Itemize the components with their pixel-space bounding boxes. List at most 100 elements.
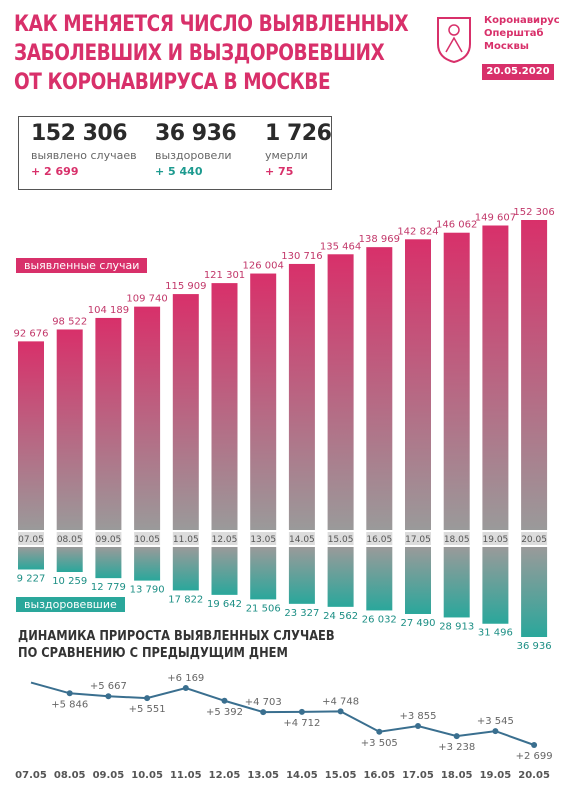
date-strip xyxy=(443,532,470,545)
recovered-bar-label: 17 822 xyxy=(168,594,203,605)
line-chart-title: ДИНАМИКА ПРИРОСТА ВЫЯВЛЕННЫХ СЛУЧАЕВ ПО … xyxy=(18,628,335,662)
stat-label: выявлено случаев xyxy=(31,149,137,162)
line-x-tick: 09.05 xyxy=(93,770,125,781)
case-bar xyxy=(288,263,315,530)
growth-label: +5 846 xyxy=(51,699,88,710)
case-bar xyxy=(443,232,470,530)
growth-label: +5 551 xyxy=(129,704,166,715)
case-bar-label: 146 062 xyxy=(436,220,477,231)
logo-line-1: Коронавирус xyxy=(484,15,560,26)
recovered-bar-label: 9 227 xyxy=(17,573,46,584)
stat-recovered: 36 936 выздоровели + 5 440 xyxy=(155,121,237,178)
line-x-tick: 15.05 xyxy=(325,770,357,781)
recovered-bar xyxy=(288,547,315,604)
stat-label: умерли xyxy=(265,149,308,162)
recovered-legend: выздоровевшие xyxy=(16,597,125,612)
stat-deaths: 1 726 умерли + 75 xyxy=(265,121,332,178)
recovered-bar xyxy=(405,547,431,614)
growth-point xyxy=(492,728,499,735)
case-bar xyxy=(56,329,83,530)
logo-line-3: Москвы xyxy=(484,41,529,52)
case-bar xyxy=(366,247,393,530)
growth-label: +5 392 xyxy=(206,707,243,718)
recovered-bar-label: 19 642 xyxy=(207,599,242,610)
growth-label: +4 703 xyxy=(245,697,282,708)
date-strip xyxy=(482,532,509,545)
case-bar xyxy=(327,254,354,531)
date-strip xyxy=(134,532,161,545)
recovered-bar-label: 24 562 xyxy=(323,611,358,622)
growth-point xyxy=(531,742,538,748)
line-x-tick: 16.05 xyxy=(363,770,395,781)
stat-detected: 152 306 выявлено случаев + 2 699 xyxy=(31,121,137,178)
line-x-tick: 19.05 xyxy=(480,770,512,781)
line-x-tick: 18.05 xyxy=(441,770,473,781)
recovered-bar xyxy=(482,547,509,624)
line-x-tick: 13.05 xyxy=(247,770,279,781)
stat-label: выздоровели xyxy=(155,149,232,162)
date-tick-label: 18.05 xyxy=(444,535,470,545)
case-bar-label: 142 824 xyxy=(397,226,438,237)
recovered-bar-label: 31 496 xyxy=(478,628,513,639)
growth-label: +3 545 xyxy=(477,716,514,727)
case-bar-label: 135 464 xyxy=(320,241,361,252)
case-bar-label: 92 676 xyxy=(14,328,49,339)
stat-value: 36 936 xyxy=(155,121,237,146)
date-strip xyxy=(95,532,122,545)
date-tick-label: 19.05 xyxy=(483,535,509,545)
logo-text: Коронавирус Оперштаб Москвы xyxy=(484,14,560,53)
page-title: КАК МЕНЯЕТСЯ ЧИСЛО ВЫЯВЛЕННЫХ ЗАБОЛЕВШИХ… xyxy=(14,10,409,97)
moscow-emblem-icon xyxy=(437,17,471,64)
bar-chart-group: 92 676 07.05 9 227 98 522 08.05 10 259 104 189… xyxy=(14,207,555,652)
recovered-bar xyxy=(18,547,44,570)
stat-value: 1 726 xyxy=(265,121,332,146)
line-x-tick: 07.05 xyxy=(15,770,47,781)
case-bar xyxy=(521,220,548,530)
recovered-bar-label: 10 259 xyxy=(52,576,87,587)
date-tick-label: 08.05 xyxy=(57,535,83,545)
growth-point xyxy=(337,708,344,715)
date-strip xyxy=(172,532,199,545)
growth-point xyxy=(182,685,189,691)
stat-value: 152 306 xyxy=(31,121,128,146)
case-bar-label: 115 909 xyxy=(165,281,206,292)
case-bar-label: 98 522 xyxy=(52,316,87,327)
line-x-tick: 17.05 xyxy=(402,770,434,781)
title-line-3: ОТ КОРОНАВИРУСА В МОСКВЕ xyxy=(14,70,331,95)
growth-label: +3 238 xyxy=(438,742,475,753)
growth-label: +3 855 xyxy=(399,711,436,722)
date-tick-label: 20.05 xyxy=(521,535,547,545)
recovered-bar xyxy=(366,547,393,611)
date-badge: 20.05.2020 xyxy=(482,64,554,80)
growth-point xyxy=(144,695,151,702)
logo-line-2: Оперштаб xyxy=(484,28,544,39)
date-strip xyxy=(405,532,431,545)
case-bar-label: 130 716 xyxy=(281,251,322,262)
date-tick-label: 09.05 xyxy=(96,535,122,545)
recovered-bar-label: 12 779 xyxy=(91,582,126,593)
line-x-tick: 14.05 xyxy=(286,770,318,781)
growth-point xyxy=(260,709,267,716)
case-bar xyxy=(172,294,199,530)
line-chart-group: 07.05 +5 846 08.05 +5 667 09.05 +5 551 10.05 +6… xyxy=(15,673,552,781)
date-strip xyxy=(366,532,393,545)
growth-label: +4 712 xyxy=(283,718,320,729)
recovered-bar xyxy=(95,547,122,579)
date-tick-label: 07.05 xyxy=(18,535,44,545)
date-tick-label: 14.05 xyxy=(289,535,315,545)
growth-point xyxy=(415,723,421,730)
line-x-tick: 11.05 xyxy=(170,770,202,781)
recovered-bar xyxy=(250,547,277,600)
growth-label: +5 667 xyxy=(90,681,127,692)
date-strip xyxy=(250,532,277,545)
subtitle-line-2: ПО СРАВНЕНИЮ С ПРЕДЫДУЩИМ ДНЕМ xyxy=(18,646,288,661)
case-bar xyxy=(95,317,122,530)
growth-label: +6 169 xyxy=(167,673,204,684)
growth-label: +3 505 xyxy=(361,738,398,749)
line-x-tick: 10.05 xyxy=(131,770,163,781)
case-bar xyxy=(134,306,161,530)
date-tick-label: 13.05 xyxy=(250,535,276,545)
date-strip xyxy=(56,532,83,545)
case-bar xyxy=(250,273,277,530)
line-x-tick: 08.05 xyxy=(54,770,86,781)
